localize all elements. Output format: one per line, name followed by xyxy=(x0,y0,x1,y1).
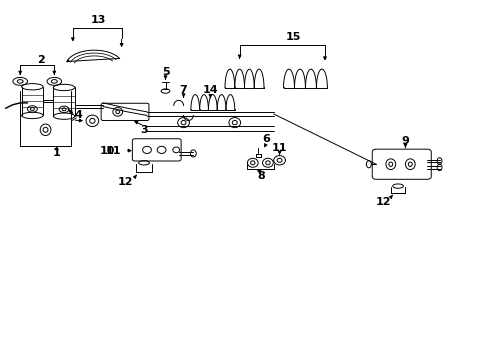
FancyBboxPatch shape xyxy=(132,139,181,161)
Text: 3: 3 xyxy=(141,125,148,135)
Text: 2: 2 xyxy=(37,55,44,65)
Text: 13: 13 xyxy=(90,15,106,26)
Text: 6: 6 xyxy=(262,134,270,144)
FancyBboxPatch shape xyxy=(371,149,430,179)
Text: 1: 1 xyxy=(53,148,61,158)
Text: 4: 4 xyxy=(75,111,82,121)
Text: 5: 5 xyxy=(162,67,169,77)
Text: 15: 15 xyxy=(285,32,300,41)
Text: 12: 12 xyxy=(375,197,390,207)
Text: 9: 9 xyxy=(401,136,408,145)
Text: 10: 10 xyxy=(99,145,115,156)
Text: 8: 8 xyxy=(257,171,265,181)
Text: 12: 12 xyxy=(117,177,133,187)
Text: 14: 14 xyxy=(202,85,218,95)
FancyBboxPatch shape xyxy=(101,103,149,121)
Text: 7: 7 xyxy=(179,85,187,95)
Text: 11: 11 xyxy=(271,143,287,153)
Text: 11: 11 xyxy=(106,145,122,156)
